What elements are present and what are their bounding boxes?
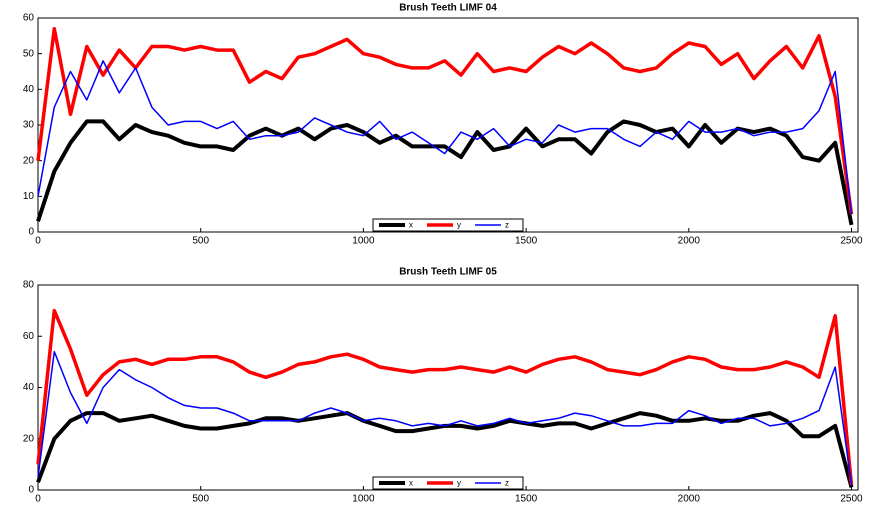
legend-label: x xyxy=(409,479,413,488)
y-tick-label: 60 xyxy=(23,13,35,24)
y-tick-label: 30 xyxy=(23,120,35,131)
plot-frame xyxy=(37,17,859,233)
x-tick-label: 500 xyxy=(192,236,209,247)
series-line xyxy=(37,350,853,486)
x-tick-label: 2500 xyxy=(840,236,863,247)
legend-label: x xyxy=(409,221,413,230)
y-tick-label: 50 xyxy=(23,48,35,59)
series-line xyxy=(36,26,854,215)
chart-title: Brush Teeth LIMF 05 xyxy=(399,267,497,278)
series-line xyxy=(36,119,854,226)
y-tick-label: 0 xyxy=(28,485,34,496)
x-tick-label: 2000 xyxy=(678,236,701,247)
x-tick-label: 1000 xyxy=(352,494,375,505)
y-tick-label: 60 xyxy=(23,331,35,342)
y-tick-label: 20 xyxy=(23,433,35,444)
series-line xyxy=(37,60,853,215)
y-tick-label: 40 xyxy=(23,84,35,95)
series-line xyxy=(36,308,854,486)
legend-label: y xyxy=(457,221,461,230)
y-tick-label: 80 xyxy=(23,280,35,291)
legend-label: z xyxy=(505,479,509,488)
x-tick-label: 1000 xyxy=(352,236,375,247)
x-tick-label: 500 xyxy=(192,494,209,505)
y-tick-label: 10 xyxy=(23,191,35,202)
plot-frame xyxy=(37,284,859,491)
x-tick-label: 1500 xyxy=(515,494,538,505)
y-tick-label: 0 xyxy=(28,227,34,238)
y-tick-label: 20 xyxy=(23,155,35,166)
legend-label: y xyxy=(457,479,461,488)
x-tick-label: 0 xyxy=(35,494,41,505)
x-tick-label: 2500 xyxy=(840,494,863,505)
series-line xyxy=(36,411,854,488)
x-tick-label: 1500 xyxy=(515,236,538,247)
x-tick-label: 2000 xyxy=(678,494,701,505)
chart-title: Brush Teeth LIMF 04 xyxy=(399,3,497,14)
x-tick-label: 0 xyxy=(35,236,41,247)
y-tick-label: 40 xyxy=(23,382,35,393)
legend-label: z xyxy=(505,221,509,230)
